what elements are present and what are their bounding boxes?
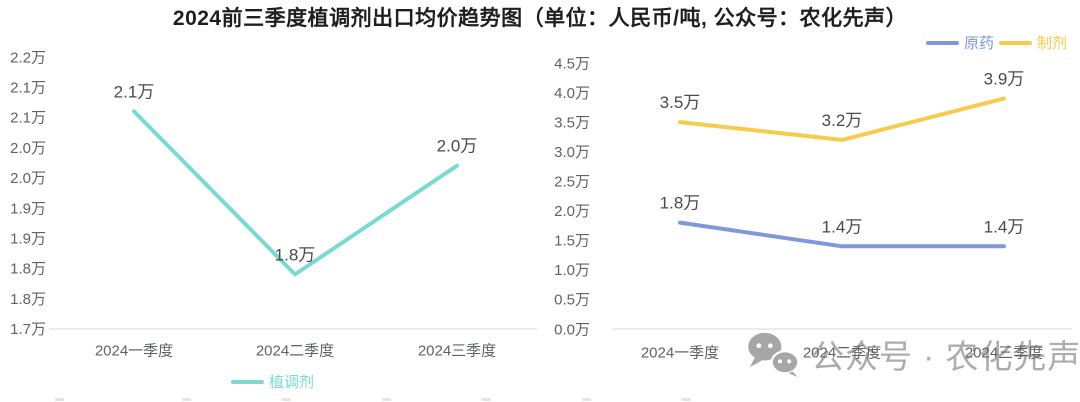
- chart-title: 2024前三季度植调剂出口均价趋势图（单位：人民币/吨, 公众号：农化先声）: [172, 7, 908, 30]
- series-line-制剂: [678, 96, 1006, 142]
- legend-label: 制剂: [1036, 35, 1067, 52]
- y-axis-tick-label: 2.1万: [10, 110, 46, 127]
- y-axis-tick-label: 2.0万: [10, 170, 46, 187]
- cropped-text-fragment: [582, 398, 591, 401]
- data-point-label: 2.1万: [114, 82, 155, 101]
- cropped-text-fragment: [682, 398, 691, 401]
- y-axis-tick-label: 2.2万: [10, 49, 46, 66]
- y-axis-tick-label: 1.7万: [10, 321, 46, 338]
- y-axis-tick-label: 1.8万: [10, 261, 46, 278]
- data-point-label: 2.0万: [437, 137, 478, 156]
- watermark: 公众号 · 农化先声: [746, 330, 1080, 378]
- x-axis-label: 2024三季度: [965, 344, 1043, 361]
- watermark-text: 公众号 · 农化先声: [811, 338, 1080, 375]
- x-axis-label: 2024二季度: [803, 344, 881, 361]
- series-line-植调剂: [132, 109, 459, 277]
- cropped-text-fragment: [482, 398, 491, 401]
- legend-line-swatch: [925, 40, 959, 45]
- x-axis-label: 2024一季度: [641, 344, 719, 361]
- y-axis-tick-label: 1.9万: [10, 230, 46, 247]
- x-axis-label: 2024一季度: [95, 342, 173, 359]
- legend-line-swatch: [998, 40, 1032, 45]
- legend-line-swatch: [230, 379, 264, 384]
- data-point-label: 1.4万: [822, 217, 863, 236]
- data-point-label: 3.5万: [660, 93, 701, 112]
- x-axis-label: 2024二季度: [256, 342, 334, 359]
- y-axis-tick-label: 0.5万: [554, 292, 590, 309]
- data-point-label: 1.4万: [984, 217, 1025, 236]
- cropped-next-row-fragments: [0, 398, 720, 402]
- legend-item-制剂: 制剂: [998, 32, 1067, 53]
- y-axis-tick-label: 1.9万: [10, 200, 46, 217]
- y-axis-tick-label: 4.5万: [554, 55, 590, 72]
- y-axis-tick-label: 1.5万: [554, 233, 590, 250]
- legend-label: 原药: [963, 35, 994, 52]
- y-axis-tick-label: 3.5万: [554, 114, 590, 131]
- wechat-chat-bubbles-icon: [748, 332, 800, 377]
- cropped-text-fragment: [55, 398, 64, 401]
- data-point-label: 3.2万: [822, 111, 863, 130]
- data-point-label: 1.8万: [660, 194, 701, 213]
- y-axis-tick-label: 1.0万: [554, 262, 590, 279]
- y-axis-tick-label: 3.0万: [554, 144, 590, 161]
- series-line-原药: [678, 220, 1006, 249]
- data-point-label: 1.8万: [275, 245, 316, 264]
- y-axis-tick-label: 4.0万: [554, 85, 590, 102]
- legend-item-植调剂: 植调剂: [230, 371, 314, 392]
- legend-item-原药: 原药: [925, 32, 994, 53]
- y-axis-tick-label: 2.0万: [554, 203, 590, 220]
- cropped-text-fragment: [282, 398, 291, 401]
- data-point-label: 3.9万: [984, 70, 1025, 89]
- right-chart-legend: 原药 制剂: [925, 32, 1067, 53]
- y-axis-tick-label: 1.8万: [10, 291, 46, 308]
- x-axis-label: 2024三季度: [418, 342, 496, 359]
- cropped-text-fragment: [382, 398, 391, 401]
- y-axis-tick-label: 2.5万: [554, 173, 590, 190]
- cropped-text-fragment: [182, 398, 191, 401]
- y-axis-tick-label: 0.0万: [554, 321, 590, 338]
- y-axis-tick-label: 2.0万: [10, 140, 46, 157]
- y-axis-tick-label: 2.1万: [10, 79, 46, 96]
- legend-label: 植调剂: [268, 374, 314, 391]
- left-chart-legend: 植调剂: [0, 371, 545, 392]
